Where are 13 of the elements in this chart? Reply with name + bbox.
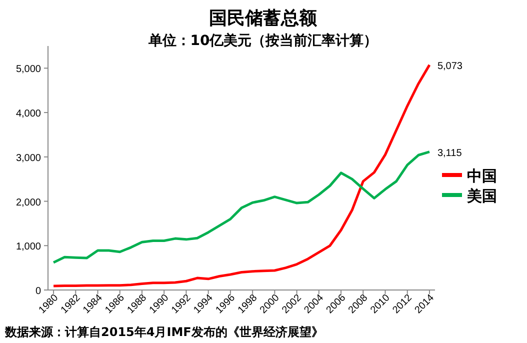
y-tick-label: 4,000 [16, 108, 42, 120]
y-tick-label: 5,000 [16, 64, 42, 76]
subtitle: 单位：10亿美元（按当前汇率计算） [148, 33, 378, 49]
y-tick-label: 0 [35, 286, 42, 297]
value-label: 5,073 [437, 60, 462, 72]
y-tick-label: 1,000 [16, 242, 42, 253]
legend-label: 美国 [466, 187, 497, 205]
value-label: 3,115 [437, 148, 462, 159]
legend-label: 中国 [467, 167, 497, 185]
title: 国民储蓄总额 [209, 8, 317, 29]
y-tick-label: 2,000 [16, 197, 42, 208]
y-tick-label: 3,000 [16, 152, 42, 164]
annotation: 数据来源：计算自2015年4月IMF发布的《世界经济展望》 [5, 325, 324, 339]
